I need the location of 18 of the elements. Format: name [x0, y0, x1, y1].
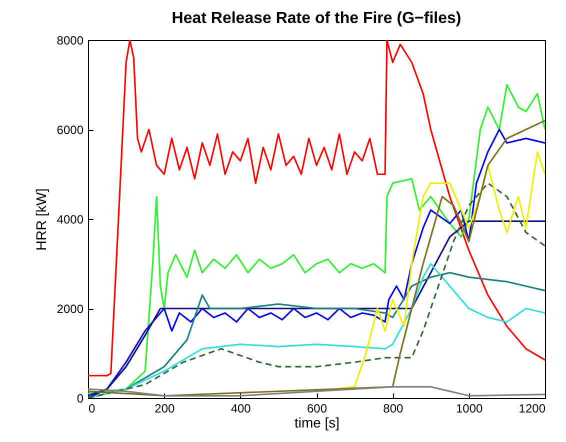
line-series	[88, 182, 545, 398]
x-tick-label: 800	[383, 402, 404, 416]
chart-title: Heat Release Rate of the Fire (G−files)	[172, 10, 462, 27]
y-tick-label: 4000	[56, 212, 84, 226]
x-tick-label: 1000	[456, 402, 484, 416]
y-axis-title: HRR [kW]	[32, 188, 49, 251]
y-tick-label: 8000	[56, 34, 84, 48]
line-series	[88, 386, 545, 397]
line-series	[88, 40, 545, 376]
y-tick-label: 2000	[56, 302, 84, 316]
x-tick-label: 1200	[518, 402, 546, 416]
x-tick-label: 200	[154, 402, 175, 416]
x-tick-label: 400	[230, 402, 252, 416]
x-tick-label: 600	[306, 402, 328, 416]
x-tick-label: 0	[88, 402, 96, 416]
y-tick-label: 6000	[56, 123, 84, 137]
x-axis-title: time [s]	[294, 414, 340, 430]
y-tick-label: 0	[76, 392, 84, 406]
